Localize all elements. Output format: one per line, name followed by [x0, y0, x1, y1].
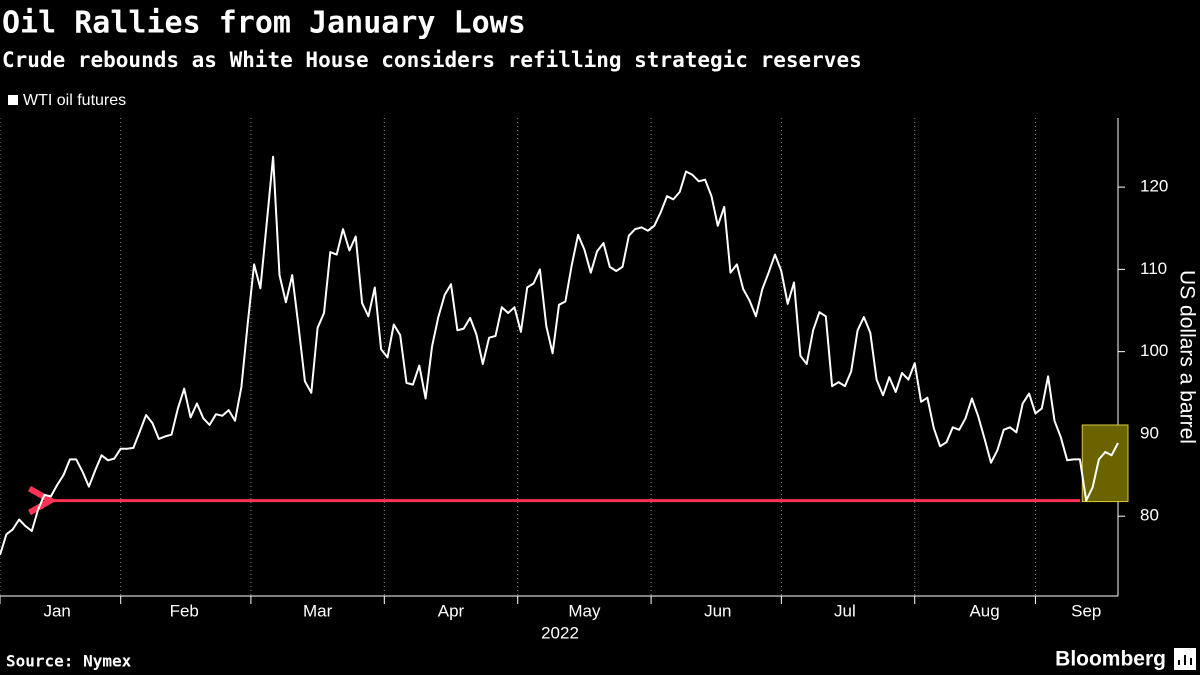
x-tick-label: Feb	[170, 601, 199, 620]
x-axis-label: 2022	[541, 623, 579, 642]
y-tick-label: 100	[1140, 341, 1168, 360]
x-tick-label: Aug	[969, 601, 999, 620]
y-tick-label: 90	[1140, 423, 1159, 442]
x-tick-label: Sep	[1071, 601, 1101, 620]
y-axis-label: US dollars a barrel	[1175, 270, 1198, 444]
price-line	[0, 155, 1119, 556]
highlight-box	[1081, 424, 1129, 503]
x-tick-label: Mar	[303, 601, 333, 620]
source: Source: Nymex	[6, 652, 132, 671]
chart-subtitle: Crude rebounds as White House considers …	[2, 48, 862, 72]
x-tick-label: Jan	[43, 601, 70, 620]
y-tick-label: 80	[1140, 506, 1159, 525]
x-tick-label: Apr	[438, 601, 465, 620]
y-tick-label: 110	[1140, 259, 1167, 278]
chart-title: Oil Rallies from January Lows	[2, 6, 526, 41]
x-tick-label: Jun	[704, 601, 731, 620]
legend-swatch	[8, 95, 18, 105]
brand-icon-bars	[1178, 655, 1192, 665]
x-tick-label: Jul	[834, 601, 856, 620]
y-tick-label: 120	[1140, 177, 1168, 196]
legend-label: WTI oil futures	[23, 92, 126, 109]
brand: Bloomberg	[1055, 648, 1166, 671]
x-tick-label: May	[568, 601, 601, 620]
